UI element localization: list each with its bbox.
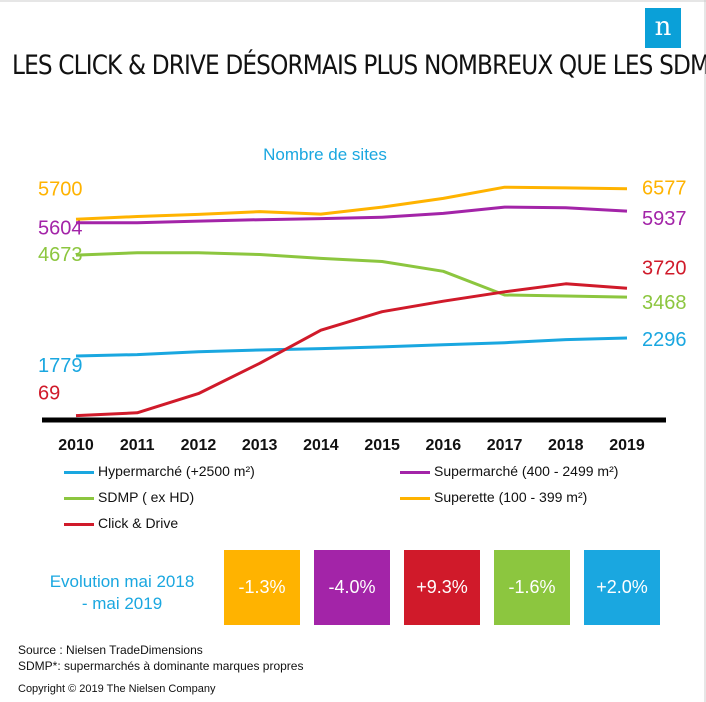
evolution-label: Evolution mai 2018 - mai 2019 <box>22 571 222 615</box>
x-tick-2010: 2010 <box>58 437 94 454</box>
chart-title: Nombre de sites <box>263 145 387 164</box>
nielsen-logo: n <box>645 8 681 48</box>
end-label-super: 5937 <box>642 208 687 230</box>
series-line-sdmp <box>75 251 628 299</box>
x-tick-2018: 2018 <box>548 437 584 454</box>
x-tick-2017: 2017 <box>487 437 523 454</box>
source-line-1: Source : Nielsen TradeDimensions <box>18 643 203 657</box>
x-tick-2016: 2016 <box>426 437 462 454</box>
legend-swatch-superette <box>400 496 430 500</box>
legend-click: Click & Drive <box>64 515 178 531</box>
start-label-click: 69 <box>38 383 60 405</box>
series-line-click <box>75 282 628 418</box>
legend-label-click: Click & Drive <box>98 515 179 531</box>
end-label-hyper: 2296 <box>642 329 687 351</box>
evolution-label-line2: - mai 2019 <box>81 594 163 613</box>
series-line-superette <box>75 185 628 221</box>
legend-hyper: Hypermarché (+2500 m²) <box>64 463 255 479</box>
legend-swatch-sdmp <box>64 496 94 500</box>
evolution-box-sdmp: -1.6% <box>494 550 570 625</box>
x-tick-2012: 2012 <box>181 437 217 454</box>
start-label-superette: 5700 <box>38 178 83 200</box>
legend-swatch-click <box>64 522 94 526</box>
legend-label-hyper: Hypermarché (+2500 m²) <box>98 463 255 479</box>
legend-swatch-hyper <box>64 470 94 474</box>
end-label-sdmp: 3468 <box>642 292 687 314</box>
evolution-box-hyper: +2.0% <box>584 550 660 625</box>
x-tick-2011: 2011 <box>120 437 155 454</box>
evolution-box-superette: -1.3% <box>224 550 300 625</box>
x-tick-2014: 2014 <box>303 437 339 454</box>
source-note: Source : Nielsen TradeDimensions SDMP*: … <box>18 642 303 674</box>
end-label-superette: 6577 <box>642 178 687 200</box>
x-tick-2015: 2015 <box>364 437 400 454</box>
start-label-super: 5604 <box>38 218 83 240</box>
legend-label-superette: Superette (100 - 399 m²) <box>434 489 588 505</box>
legend-label-super: Supermarché (400 - 2499 m²) <box>434 463 619 479</box>
start-label-sdmp: 4673 <box>38 244 83 266</box>
series-line-hyper <box>75 336 628 358</box>
start-label-hyper: 1779 <box>38 355 83 377</box>
evolution-box-click: +9.3% <box>404 550 480 625</box>
legend-swatch-super <box>400 470 430 474</box>
legend-label-sdmp: SDMP ( ex HD) <box>98 489 195 505</box>
line-chart: 2010 2011 2012 2013 2014 2015 2016 2017 2018 2019… <box>38 178 687 454</box>
x-tick-2013: 2013 <box>242 437 278 454</box>
legend-super: Supermarché (400 - 2499 m²) <box>400 463 618 479</box>
source-line-2: SDMP*: supermarchés à dominante marques … <box>18 659 304 673</box>
end-label-click: 3720 <box>642 257 687 279</box>
page-title: LES CLICK & DRIVE DÉSORMAIS PLUS NOMBREU… <box>12 50 706 81</box>
copyright: Copyright © 2019 The Nielsen Company <box>18 683 216 695</box>
legend-superette: Superette (100 - 399 m²) <box>400 489 587 505</box>
evolution-box-super: -4.0% <box>314 550 390 625</box>
series-line-super <box>76 205 628 225</box>
evolution-label-line1: Evolution mai 2018 <box>49 572 195 591</box>
legend-sdmp: SDMP ( ex HD) <box>64 489 194 505</box>
x-tick-2019: 2019 <box>609 437 645 454</box>
